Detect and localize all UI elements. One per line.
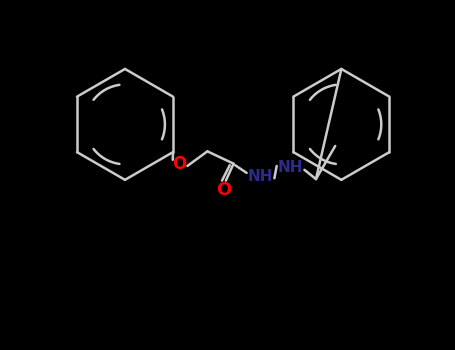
Text: NH: NH: [248, 169, 273, 184]
Text: NH: NH: [278, 160, 303, 175]
Text: O: O: [172, 155, 187, 173]
Text: O: O: [216, 181, 231, 199]
